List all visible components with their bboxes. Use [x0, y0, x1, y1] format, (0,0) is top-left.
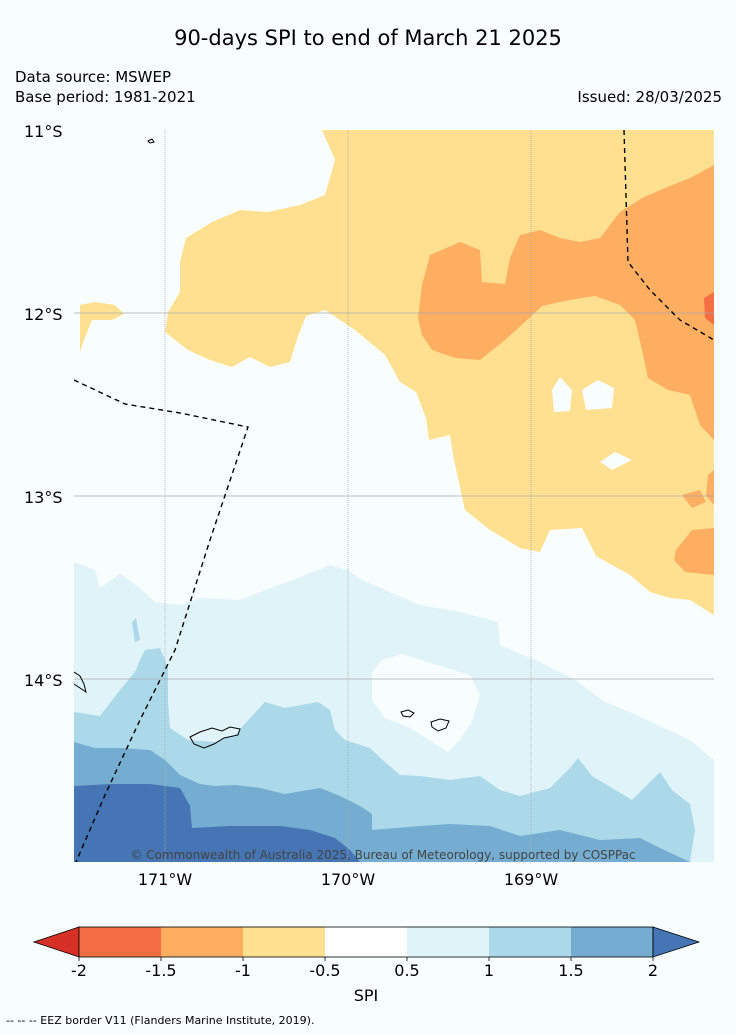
- island-tau: [430, 718, 450, 732]
- colorbar-tick-label: -2: [71, 961, 87, 980]
- island-ofu: [400, 709, 415, 718]
- colorbar-tick-label: -0.5: [309, 961, 340, 980]
- colorbar-segment: [571, 927, 653, 957]
- colorbar-tick-label: -1.5: [145, 961, 176, 980]
- lon-label-169w: 169°W: [504, 870, 559, 889]
- normal-hole-islands: [372, 654, 480, 752]
- island-tutuila: [189, 726, 241, 749]
- dry-region-severe: [704, 292, 714, 325]
- copyright-text: © Commonwealth of Australia 2025, Bureau…: [130, 848, 635, 862]
- lat-label-14s: 14°S: [24, 671, 63, 690]
- colorbar-outline: [78, 926, 654, 958]
- eez-border-west: [74, 379, 249, 862]
- dry-patch-se: [674, 528, 714, 575]
- data-source-text: Data source: MSWEP: [15, 68, 172, 86]
- colorbar-tick-label: 1.5: [558, 961, 583, 980]
- colorbar-tick-label: 2: [648, 961, 658, 980]
- colorbar: -2 -1.5 -1 -0.5 0.5 1 1.5 2: [32, 926, 701, 980]
- colorbar-segment: [325, 927, 407, 957]
- lat-label-12s: 12°S: [24, 305, 63, 324]
- colorbar-segment: [489, 927, 571, 957]
- colorbar-segment: [243, 927, 325, 957]
- colorbar-tick-label: -1: [235, 961, 251, 980]
- wet-region-extreme: [74, 784, 360, 862]
- lat-label-11s: 11°S: [24, 122, 63, 141]
- eez-borders: [74, 130, 714, 862]
- normal-hole-3: [600, 452, 632, 470]
- colorbar-tick-label: 0.5: [394, 961, 419, 980]
- dry-patch-east: [682, 490, 706, 508]
- map-title: 90-days SPI to end of March 21 2025: [174, 26, 562, 50]
- islands: [74, 138, 450, 749]
- base-period-text: Base period: 1981-2021: [15, 88, 196, 106]
- gridlines: [74, 130, 714, 862]
- colorbar-tick-label: 1: [484, 961, 494, 980]
- island-west-edge: [74, 671, 87, 694]
- dry-region-moderate: [418, 165, 714, 440]
- colorbar-segment: [79, 927, 161, 957]
- issued-date-text: Issued: 28/03/2025: [577, 88, 722, 106]
- dry-patch-small: [80, 302, 124, 352]
- colorbar-segment: [161, 927, 243, 957]
- lat-label-13s: 13°S: [24, 488, 63, 507]
- lon-label-170w: 170°W: [321, 870, 376, 889]
- lon-label-171w: 171°W: [138, 870, 193, 889]
- eez-footnote: -- -- -- EEZ border V11 (Flanders Marine…: [6, 1014, 315, 1027]
- colorbar-label: SPI: [354, 986, 379, 1005]
- map-area: © Commonwealth of Australia 2025, Bureau…: [74, 130, 714, 862]
- island-swains: [147, 138, 155, 144]
- colorbar-extend-high: [652, 926, 701, 958]
- colorbar-extend-low: [32, 926, 80, 958]
- wet-patch-small: [132, 618, 140, 642]
- normal-hole-2: [582, 380, 614, 410]
- colorbar-segment: [407, 927, 489, 957]
- normal-hole-1: [552, 377, 572, 412]
